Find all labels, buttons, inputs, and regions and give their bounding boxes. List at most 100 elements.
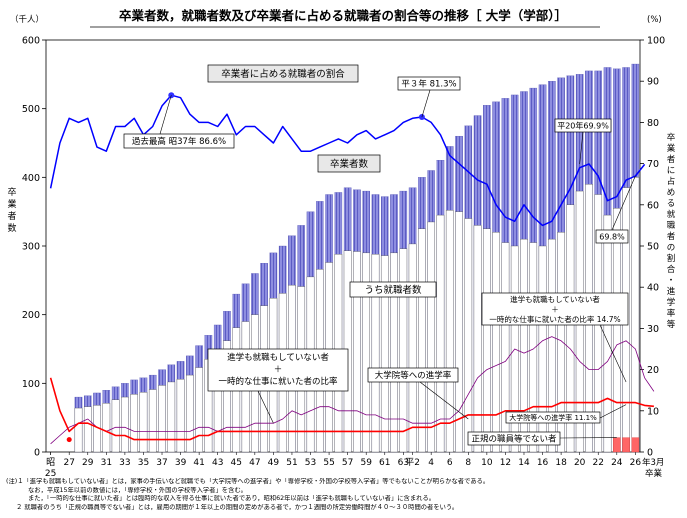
right-tick-label: 40 [647,283,659,294]
grad-school-value-label: 大学院等への進学率 11.1% [509,413,597,422]
employed-bar [445,210,454,453]
x-tick-label: 平2 [405,457,420,468]
x-tick-label: 41 [193,458,204,468]
x-tick-label: 39 [175,458,187,468]
x-tick-label: 57 [342,458,353,468]
employed-bar [158,385,166,453]
right-tick-label: 60 [647,200,659,211]
chart-svg: 卒業者数，就職者数及び卒業者に占める就職者の割合等の推移［ 大学（学部）］ 0 1… [7,8,676,478]
left-axis-label-char: 業 [7,198,16,210]
employed-bar [380,255,389,453]
x-tick-label: 27 [63,458,74,468]
left-axis-label-char: 卒 [7,186,16,198]
x-tick-label: 22 [593,458,604,468]
leader-line [599,404,627,419]
nonregular-bar [613,437,621,453]
employed-bar [557,232,565,453]
neither-left-label: 一時的な仕事に就いた者の比率 [218,376,338,387]
neither-right-label: 一時的な仕事に就いた者の比率 14.7% [489,314,620,324]
x-tick-label: 12 [500,458,511,468]
right-axis-label-char: 就 [667,209,676,220]
employed-bar [455,211,463,453]
employed-bar [353,251,361,453]
right-axis-label-char: の [667,243,676,253]
left-axis-label-char: 者 [7,211,16,222]
left-tick-label: 0 [34,448,40,459]
employed-bar [195,367,203,453]
right-tick-label: 90 [647,77,659,88]
employed-bar [538,245,547,453]
x-tick-label: 29 [82,458,94,468]
employed-bar [464,218,473,453]
leader-line [421,89,431,118]
right-axis-label-char: 者 [667,232,676,242]
x-tick-label: 4 [428,458,434,468]
peak-label: 過去最高 昭37年 86.6% [132,136,226,147]
leader-line [419,381,469,420]
leader-line [257,390,274,424]
employed-bar [74,407,83,453]
x-tick-label: 51 [286,458,297,468]
employed-bar [390,252,398,453]
leader-line [579,131,584,165]
left-tick-label: 500 [22,104,40,115]
x-tick-label: 26 [630,458,642,468]
x-tick-label: 8 [465,458,471,468]
employed-bar [139,392,148,453]
neither-left-label: 進学も就職もしていない者 [227,352,329,363]
x-unit-label: 年3月 [642,457,664,468]
employed-bar [167,381,176,453]
x-tick-label: 31 [101,458,112,468]
footnote-4: ２ 就職者のうち「正規の職員等でない者」とは，雇用の期間が１年以上の期間の定めが… [16,503,459,511]
x-tick-label: 25 [45,469,56,478]
employed-bar [399,248,408,453]
employed-bar [603,214,612,453]
x-tick-label: 43 [212,458,223,468]
left-tick-label: 200 [22,310,40,321]
x-tick-label: 59 [360,458,372,468]
right-axis-label-char: 等 [667,319,676,330]
right-axis-label-char: 業 [667,143,676,154]
employed-bar [408,243,417,453]
graduates-label-box [317,154,381,173]
employed-bar [492,232,500,453]
series-line [49,94,646,227]
nonregular-bar [631,437,640,453]
employed-bar [483,228,491,453]
employed-bar [501,242,510,453]
right-axis-label-char: 占 [667,176,676,187]
graduates-label: 卒業者数 [330,158,369,170]
right-tick-label: 80 [647,118,659,129]
employed-bar [130,394,138,453]
x-tick-label: 63 [398,458,409,468]
right-axis-label-char: 者 [667,155,676,165]
chart-title: 卒業者数，就職者数及び卒業者に占める就職者の割合等の推移［ 大学（学部）］ [119,8,567,23]
footnote-1: (注)１「進学も就職もしていない者」とは，家事の手伝いなど就職でも「大学院等への… [6,478,490,485]
left-tick-label: 600 [22,36,40,47]
neither-left-box [207,348,349,392]
right-tick-label: 100 [647,36,665,47]
h26-label: 69.8% [599,232,625,241]
right-tick-label: 50 [647,242,659,253]
right-axis-unit: (%) [647,15,662,25]
x-tick-label: 16 [537,458,549,468]
neither-left-label: ＋ [274,365,283,375]
employed-bar [473,225,482,453]
leader-line [611,175,636,231]
right-axis-label-char: 率 [667,308,676,319]
right-axis-label-char: 卒 [667,132,676,143]
left-axis-label-char: 数 [7,222,16,234]
x-tick-label: 14 [518,458,530,468]
right-tick-label: 20 [647,365,659,376]
left-tick-label: 400 [22,173,40,184]
employed-bar [371,254,380,453]
left-tick-label: 300 [22,242,40,253]
series-line [49,377,654,441]
peak-label-box [123,133,235,149]
employed-bar [121,396,129,453]
x-tick-label: 18 [555,458,567,468]
grad-school-label: 大学院等への進学率 [375,370,452,381]
ratio-label: 卒業者に占める就職者の割合 [221,68,345,80]
h3-label-box [397,76,461,91]
